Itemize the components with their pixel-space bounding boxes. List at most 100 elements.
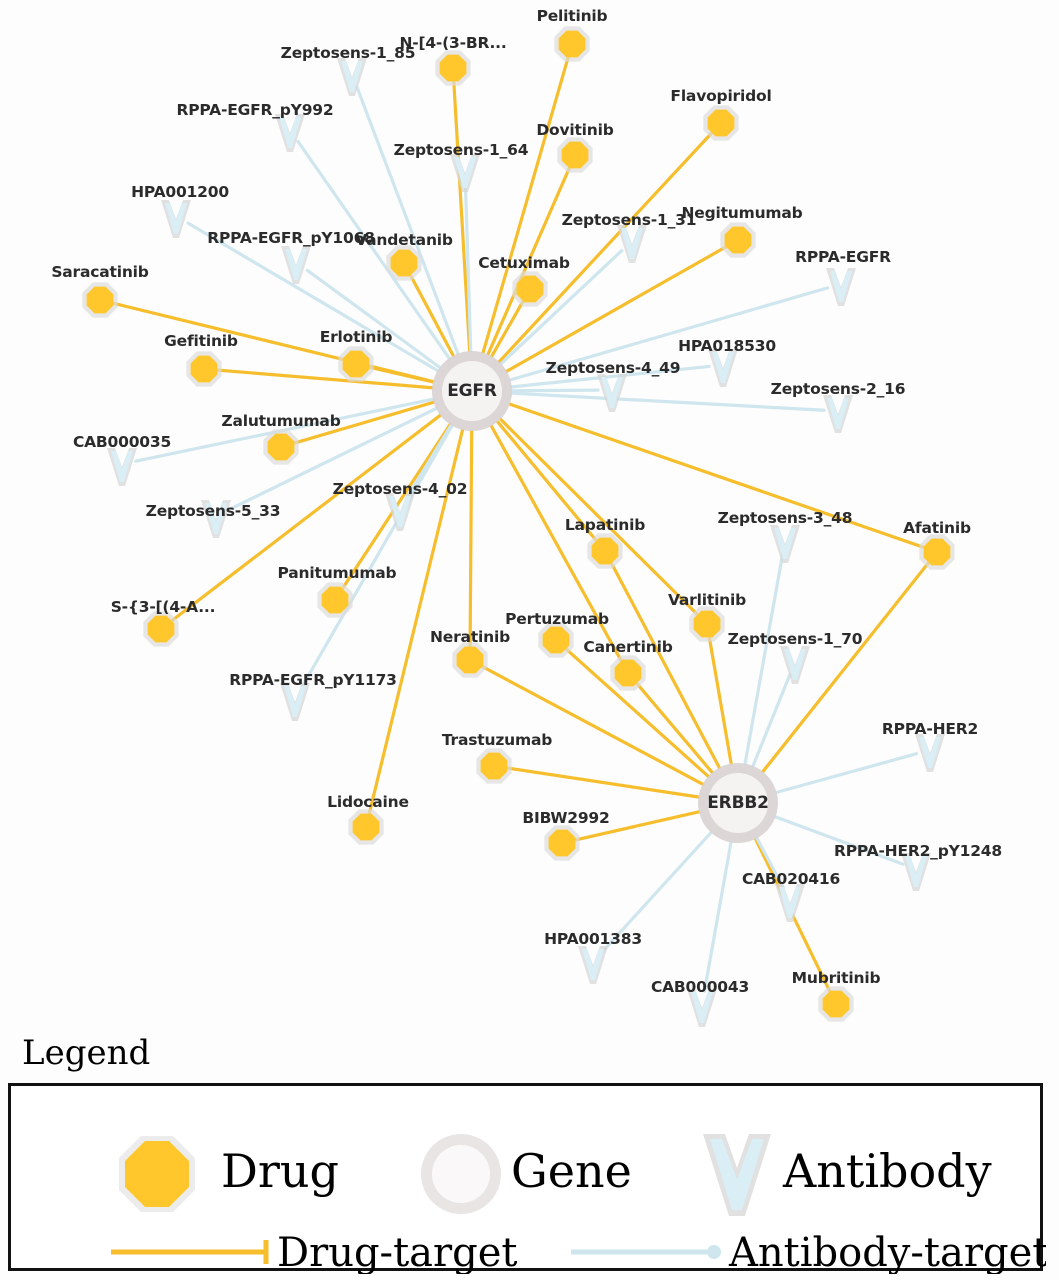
antibody-glyph	[712, 352, 734, 383]
drug-node[interactable]	[263, 429, 299, 465]
legend-graphics: Drug Gene Antibody Drug-target	[111, 1134, 1048, 1276]
drug-target-edge	[505, 245, 728, 373]
drug-octagon	[561, 141, 589, 169]
drug-target-edge	[216, 368, 434, 390]
gene-node[interactable]	[432, 351, 512, 431]
legend-drug-target-label: Drug-target	[277, 1230, 517, 1274]
antibody-target-edge	[755, 836, 785, 890]
antibody-node[interactable]	[161, 200, 191, 238]
drug-node[interactable]	[338, 346, 374, 382]
drug-target-edge	[497, 131, 714, 364]
drug-node[interactable]	[554, 26, 590, 62]
drug-node[interactable]	[386, 245, 422, 281]
drug-target-edge	[506, 766, 701, 799]
drug-node[interactable]	[143, 611, 179, 647]
drug-octagon	[516, 275, 544, 303]
antibody-glyph	[779, 887, 801, 918]
drug-node[interactable]	[587, 533, 623, 569]
antibody-target-edge	[774, 752, 919, 794]
drug-octagon	[707, 109, 735, 137]
drug-target-edge	[452, 80, 472, 353]
drug-target-edge	[498, 417, 699, 616]
drug-node[interactable]	[703, 105, 739, 141]
legend-drug-label: Drug	[221, 1144, 339, 1198]
antibody-node[interactable]	[578, 946, 608, 984]
antibody-target-edge	[508, 286, 830, 382]
antibody-node[interactable]	[826, 268, 856, 306]
antibody-glyph	[341, 61, 363, 92]
drug-octagon	[542, 626, 570, 654]
antibody-glyph	[284, 686, 306, 717]
gene-core	[708, 773, 768, 833]
drug-node[interactable]	[476, 748, 512, 784]
antibody-node[interactable]	[780, 646, 810, 684]
drug-octagon	[267, 433, 295, 461]
gene-node[interactable]	[698, 763, 778, 843]
drug-octagon	[321, 586, 349, 614]
antibody-node[interactable]	[275, 114, 305, 152]
antibody-node[interactable]	[687, 989, 717, 1027]
antibody-node[interactable]	[201, 500, 231, 538]
antibody-target-edge	[510, 388, 600, 393]
network-graph-canvas[interactable]	[0, 0, 1059, 1035]
antibody-target-edge	[296, 139, 451, 360]
drug-octagon	[352, 813, 380, 841]
antibody-node[interactable]	[770, 525, 800, 563]
drug-octagon	[822, 990, 850, 1018]
antibody-node[interactable]	[385, 493, 415, 531]
antibody-target-edge	[600, 830, 713, 954]
drug-node[interactable]	[317, 582, 353, 618]
drug-node[interactable]	[82, 282, 118, 318]
drug-node[interactable]	[720, 222, 756, 258]
drug-target-edge	[481, 55, 570, 355]
antibody-node[interactable]	[280, 683, 310, 721]
drug-octagon	[614, 659, 642, 687]
antibody-glyph	[601, 377, 623, 408]
drug-octagon	[390, 249, 418, 277]
drug-node[interactable]	[818, 986, 854, 1022]
drug-node[interactable]	[544, 825, 580, 861]
antibody-node[interactable]	[775, 884, 805, 922]
drug-node[interactable]	[610, 655, 646, 691]
drug-target-edge	[480, 664, 705, 786]
drug-node[interactable]	[919, 534, 955, 570]
drug-node[interactable]	[557, 137, 593, 173]
antibody-node[interactable]	[337, 58, 367, 96]
antibody-node[interactable]	[107, 448, 137, 486]
drug-node[interactable]	[186, 351, 222, 387]
antibody-node[interactable]	[597, 374, 627, 412]
antibody-glyph	[827, 398, 849, 429]
antibody-node[interactable]	[823, 395, 853, 433]
nodes-layer[interactable]	[82, 26, 955, 1027]
antibody-glyph	[389, 496, 411, 527]
antibody-node[interactable]	[708, 349, 738, 387]
antibody-node[interactable]	[281, 246, 311, 284]
drug-node[interactable]	[689, 606, 725, 642]
antibody-node[interactable]	[450, 154, 480, 192]
drug-target-edge	[292, 400, 436, 445]
antibody-target-edge	[743, 553, 785, 766]
drug-node[interactable]	[452, 642, 488, 678]
drug-octagon	[147, 615, 175, 643]
drug-target-edge	[761, 561, 930, 774]
antibody-node[interactable]	[617, 225, 647, 263]
legend-antibody-label: Antibody	[782, 1144, 992, 1198]
drug-target-edge	[609, 561, 721, 770]
antibody-target-edge	[305, 268, 442, 369]
antibody-glyph	[621, 228, 643, 259]
antibody-node[interactable]	[915, 734, 945, 772]
legend-antibody-target-edge	[571, 1245, 721, 1259]
drug-target-edge	[408, 273, 455, 358]
legend-panel: Legend Drug Gene Antibody	[0, 1033, 1059, 1280]
drug-octagon	[558, 30, 586, 58]
antibody-target-edge	[702, 840, 733, 993]
drug-node[interactable]	[512, 271, 548, 307]
antibody-target-edge	[751, 673, 792, 768]
drug-node[interactable]	[538, 622, 574, 658]
drug-node[interactable]	[435, 50, 471, 86]
drug-node[interactable]	[348, 809, 384, 845]
antibody-glyph	[454, 157, 476, 188]
antibody-node[interactable]	[901, 853, 931, 891]
drug-target-edge	[170, 413, 442, 623]
